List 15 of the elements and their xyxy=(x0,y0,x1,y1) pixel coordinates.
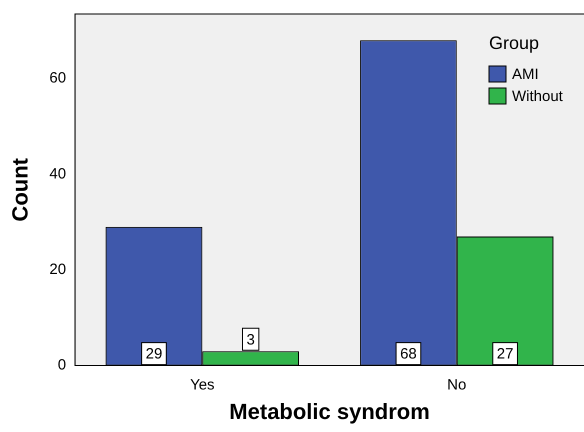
data-label: 27 xyxy=(496,346,514,363)
data-label: 3 xyxy=(246,331,255,348)
x-tick-label: No xyxy=(447,376,466,394)
y-tick-label: 40 xyxy=(49,165,66,182)
x-tick-label: Yes xyxy=(190,376,215,394)
y-tick-label: 0 xyxy=(58,356,66,374)
x-axis-title: Metabolic syndrom xyxy=(229,398,430,424)
legend-title: Group xyxy=(489,32,540,53)
y-axis-title: Count xyxy=(7,157,32,222)
legend-label: AMI xyxy=(512,66,539,84)
y-tick-label: 20 xyxy=(49,261,66,278)
data-label: 29 xyxy=(146,346,162,363)
y-tick-label: 60 xyxy=(49,70,66,87)
data-label: 68 xyxy=(400,346,417,363)
legend-label: Without xyxy=(512,88,564,106)
